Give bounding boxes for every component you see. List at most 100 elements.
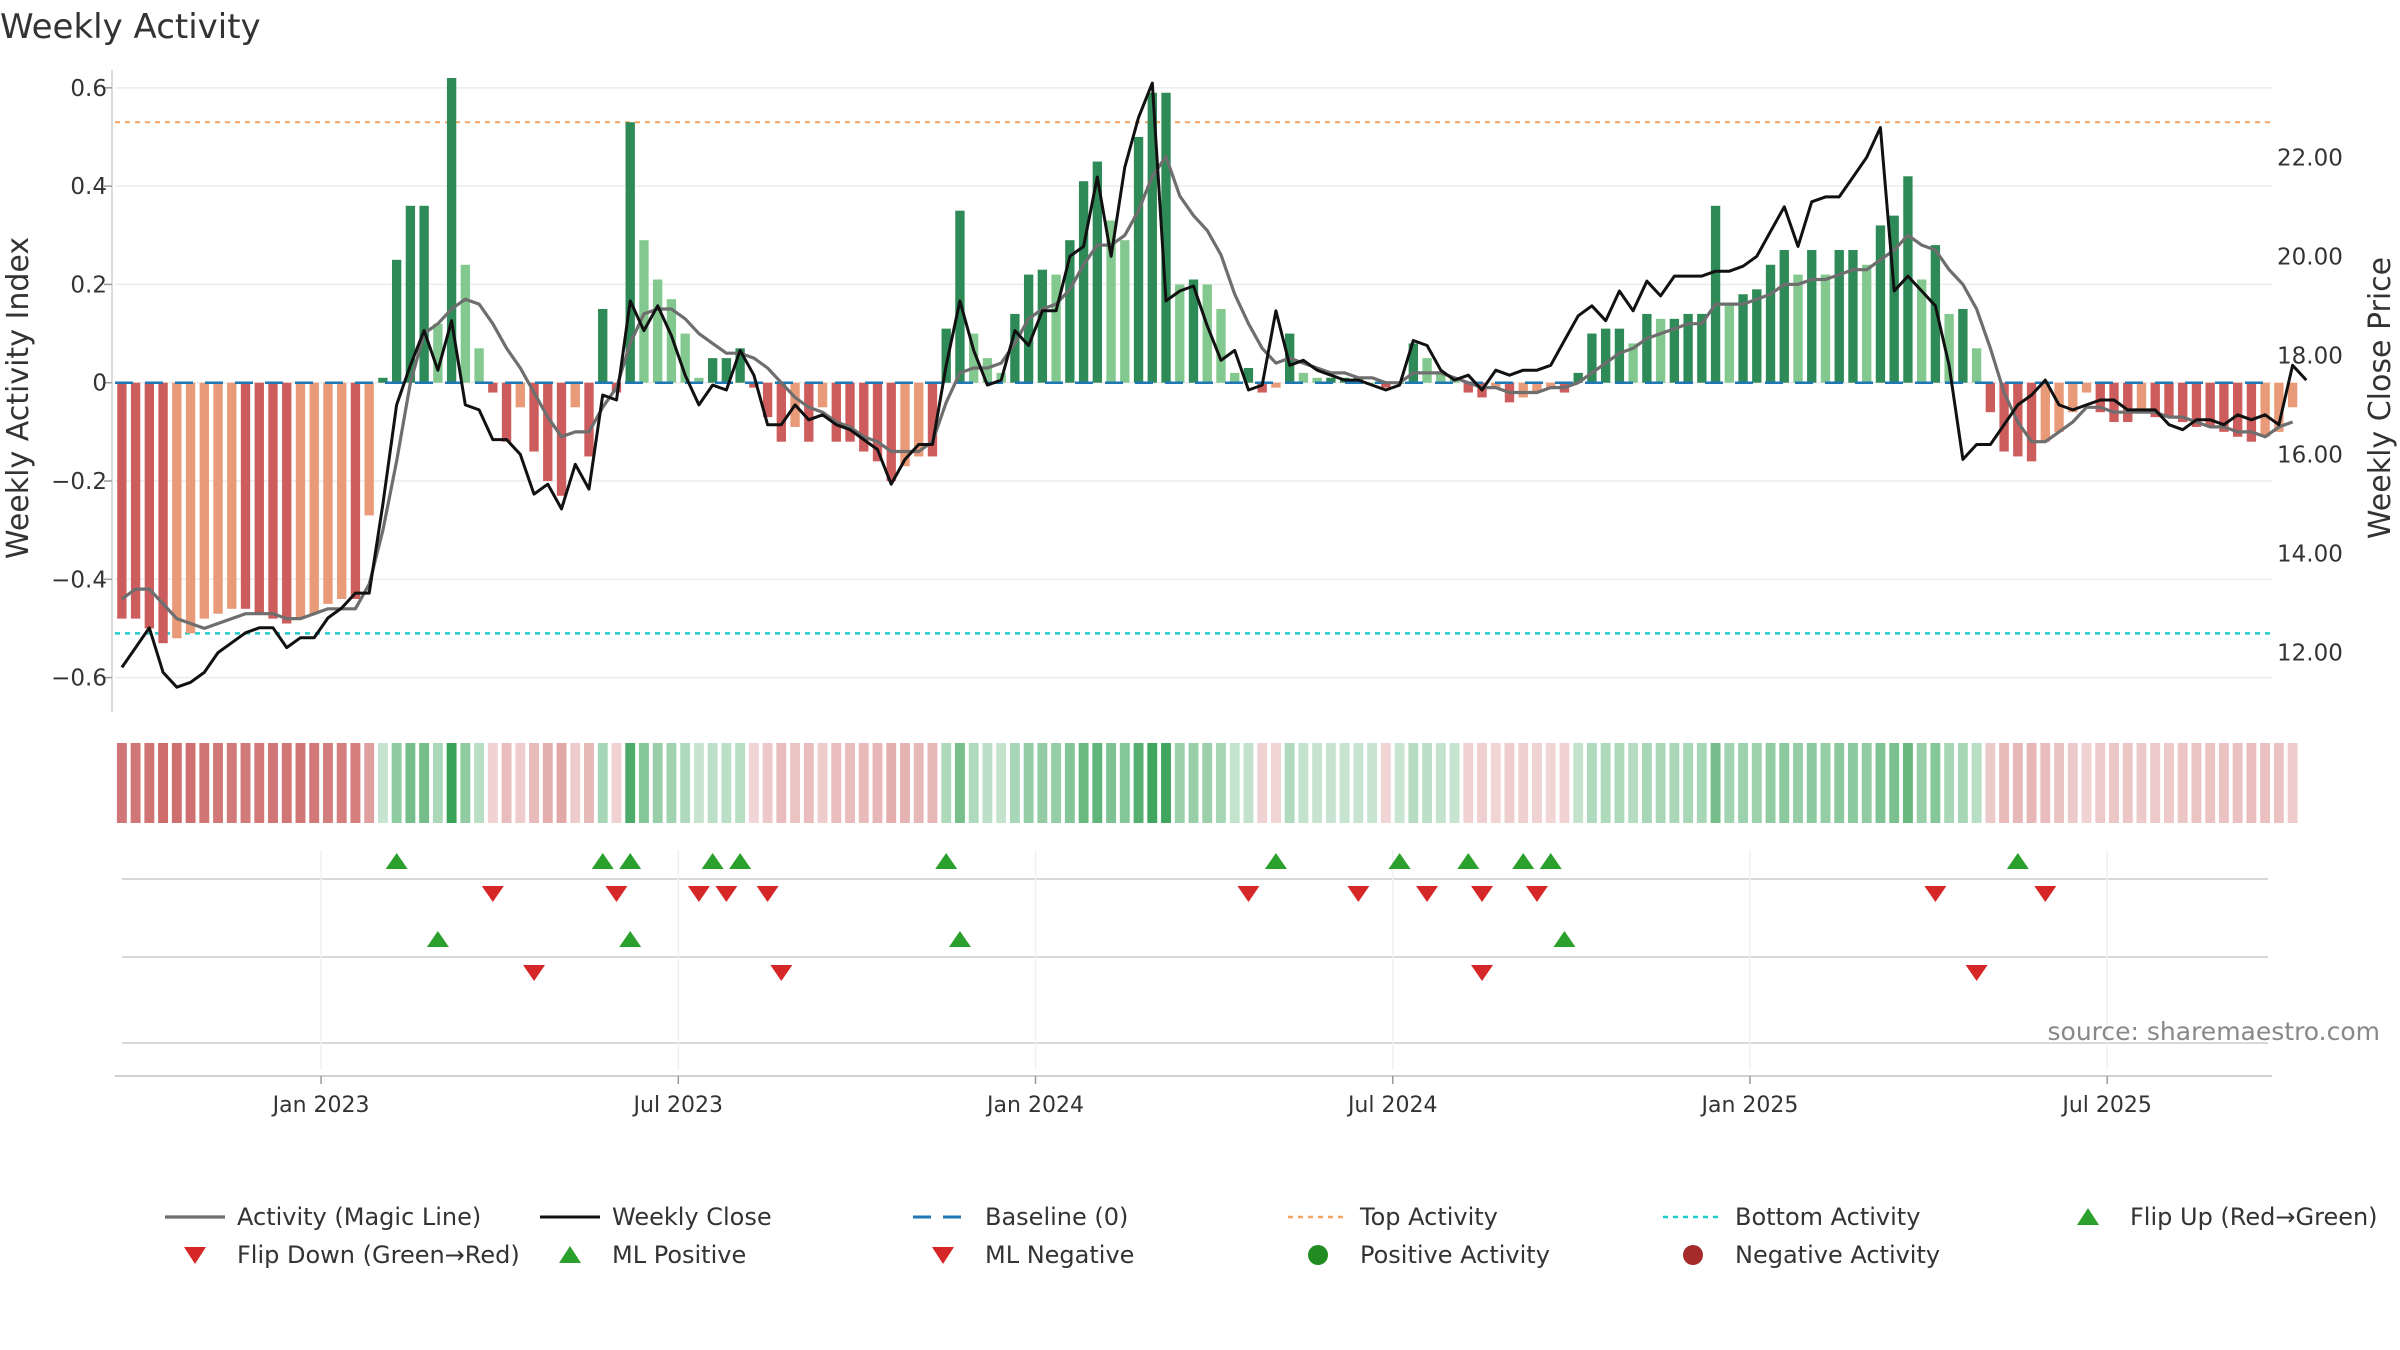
activity-bar: [1010, 313, 1020, 383]
legend-swatch-down-triangle: [932, 1247, 954, 1264]
activity-bar: [1230, 372, 1240, 383]
legend-item: Negative Activity: [1683, 1241, 1940, 1269]
x-tick-label: Jan 2023: [271, 1093, 370, 1118]
legend-item: Positive Activity: [1308, 1241, 1550, 1269]
y-tick-label: −0.2: [51, 469, 107, 495]
activity-bar: [927, 382, 938, 457]
activity-bar: [1436, 372, 1446, 383]
activity-bar: [1092, 161, 1102, 383]
heat-cell: [1339, 743, 1350, 823]
activity-bar: [625, 122, 635, 383]
activity-bar: [776, 382, 787, 442]
ml-positive-marker: [426, 931, 449, 947]
heat-cell: [1669, 743, 1680, 823]
activity-bar: [680, 333, 690, 383]
activity-bar: [2081, 382, 2092, 393]
activity-bar: [735, 348, 745, 383]
heat-cell: [1793, 743, 1803, 823]
activity-bar: [1834, 250, 1844, 383]
activity-bar: [295, 382, 306, 619]
heat-cell: [1394, 743, 1405, 823]
heat-cell: [831, 743, 842, 823]
heat-cell: [1738, 743, 1749, 823]
activity-bar: [501, 382, 512, 442]
legend-swatch-positive: [1308, 1245, 1328, 1265]
activity-bar: [446, 78, 457, 383]
activity-bar: [2109, 382, 2119, 423]
activity-bar: [1903, 176, 1913, 383]
heat-cell: [1078, 743, 1089, 823]
activity-bar: [1120, 240, 1130, 383]
gridlines: [111, 70, 2272, 712]
activity-bar: [1202, 284, 1212, 383]
activity-bar: [2054, 382, 2064, 432]
heat-cell: [817, 743, 828, 823]
activity-bar: [213, 382, 223, 614]
activity-bar: [721, 358, 732, 383]
activity-bar: [666, 299, 677, 383]
heat-cell: [158, 743, 169, 823]
activity-bar: [199, 382, 209, 619]
activity-bar: [1985, 382, 1996, 413]
heat-cell: [625, 743, 636, 823]
activity-bar: [1367, 382, 1377, 384]
heat-cell: [1023, 743, 1034, 823]
heat-cell: [1216, 743, 1226, 823]
heat-cell: [1435, 743, 1446, 823]
heat-cell: [2012, 743, 2023, 823]
activity-bar: [1889, 215, 1899, 383]
heat-cell: [185, 743, 196, 823]
activity-bar: [694, 377, 704, 383]
heat-cell: [1696, 743, 1707, 823]
heat-cell: [1353, 743, 1364, 823]
flip-down-marker: [1471, 886, 1494, 902]
signal-markers: [115, 850, 2272, 1077]
activity-bar: [1793, 274, 1803, 383]
heat-cell: [295, 743, 306, 823]
activity-bar: [1765, 264, 1776, 383]
activity-bar: [584, 382, 594, 457]
activity-bar: [1106, 220, 1116, 383]
flip-down-marker: [756, 886, 779, 902]
heat-cell: [982, 743, 993, 823]
heat-cell: [116, 743, 127, 823]
heat-cell: [2246, 743, 2257, 823]
activity-bar: [1573, 372, 1583, 383]
heat-cell: [254, 743, 265, 823]
heat-cell: [2026, 743, 2037, 823]
activity-bar: [323, 382, 333, 604]
activity-bar: [2164, 382, 2174, 418]
heat-cell: [2287, 743, 2298, 823]
legend-label: Flip Up (Red→Green): [2130, 1203, 2378, 1231]
activity-bar: [474, 348, 484, 383]
heat-cell: [1916, 743, 1927, 823]
legend-item: Activity (Magic Line): [165, 1203, 481, 1231]
x-tick-label: Jul 2023: [632, 1093, 724, 1118]
legend-item: Bottom Activity: [1663, 1203, 1920, 1231]
heat-cell: [501, 743, 512, 823]
heat-cell: [542, 743, 553, 823]
heat-cell: [474, 743, 485, 823]
heat-cell: [1930, 743, 1941, 823]
heat-cell: [790, 743, 801, 823]
legend-label: ML Positive: [612, 1241, 746, 1269]
y2-tick-label: 18.00: [2277, 343, 2343, 369]
activity-bar: [1216, 308, 1226, 383]
heat-cell: [2177, 743, 2188, 823]
legend-label: Activity (Magic Line): [237, 1203, 481, 1231]
heat-cell: [2164, 743, 2174, 823]
y-tick-label: −0.6: [51, 666, 107, 692]
heat-cell: [1298, 743, 1309, 823]
ml-negative-marker: [523, 965, 546, 981]
legend-item: ML Positive: [559, 1241, 746, 1269]
activity-bar: [488, 382, 498, 393]
heat-cell: [666, 743, 677, 823]
activity-bar: [1065, 240, 1075, 383]
flip-up-marker: [1457, 853, 1480, 869]
chart-title: Weekly Activity: [0, 7, 261, 47]
heat-cell: [1174, 743, 1185, 823]
heat-cell: [900, 743, 910, 823]
heat-cell: [845, 743, 855, 823]
heat-cell: [1449, 743, 1460, 823]
